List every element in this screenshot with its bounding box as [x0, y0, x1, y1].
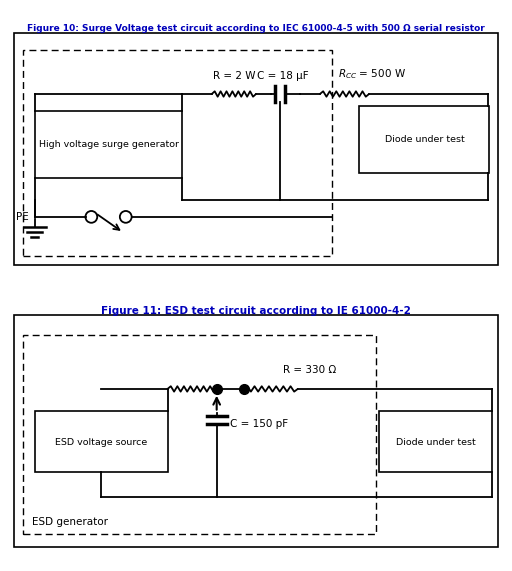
Text: C = 18 μF: C = 18 μF	[257, 71, 309, 81]
Bar	[35, 111, 182, 178]
Text: Diode under test: Diode under test	[396, 437, 475, 447]
Text: R = 330 Ω: R = 330 Ω	[284, 365, 337, 375]
Text: Diode under test: Diode under test	[385, 135, 464, 144]
Text: ESD voltage source: ESD voltage source	[55, 437, 147, 447]
Bar	[379, 411, 492, 472]
Text: Figure 11: ESD test circuit according to IE 61000-4-2: Figure 11: ESD test circuit according to…	[101, 307, 411, 316]
Bar	[35, 411, 167, 472]
Text: High voltage surge generator: High voltage surge generator	[38, 140, 179, 149]
Text: PE: PE	[16, 212, 29, 222]
Text: $R_{CC}$ = 500 W: $R_{CC}$ = 500 W	[337, 67, 406, 81]
Text: Figure 10: Surge Voltage test circuit according to IEC 61000-4-5 with 500 Ω seri: Figure 10: Surge Voltage test circuit ac…	[27, 24, 485, 33]
Text: ESD generator: ESD generator	[32, 517, 109, 526]
Bar	[359, 106, 489, 172]
Text: R = 2 W: R = 2 W	[212, 71, 255, 81]
Text: C = 150 pF: C = 150 pF	[230, 419, 289, 429]
